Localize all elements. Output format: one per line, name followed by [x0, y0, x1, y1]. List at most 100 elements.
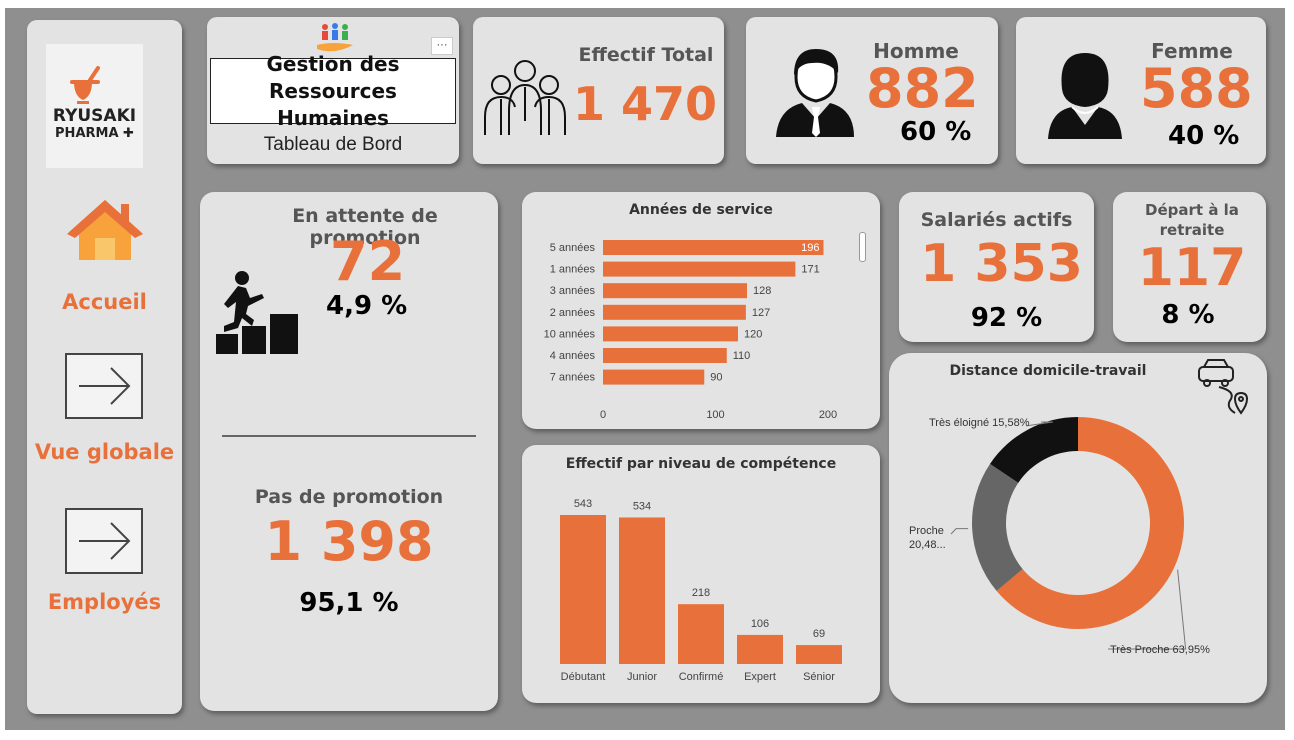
nav-employes[interactable]: Employés — [47, 590, 162, 614]
group-people-icon — [484, 60, 566, 135]
kpi-effectif-total: Effectif Total 1 470 — [473, 17, 724, 164]
kpi-femme-pct: 40 % — [1168, 121, 1240, 151]
promotion-card: En attente de promotion 72 4,9 % Pas de … — [200, 192, 498, 711]
bar-value-label: 218 — [692, 587, 710, 599]
bar — [603, 369, 705, 385]
header-card: ··· Gestion des Ressources Humaines Tabl… — [207, 17, 459, 164]
kpi-femme-value: 588 — [1140, 57, 1253, 120]
kpi-actifs-title: Salariés actifs — [920, 209, 1073, 231]
kpi-attente-pct: 4,9 % — [326, 291, 408, 321]
people-hand-icon — [317, 23, 353, 52]
logo-line2: PHARMA ✚ — [55, 126, 134, 141]
chart-competence: Effectif par niveau de compétence 543 Déb… — [522, 445, 880, 703]
donut-slice — [996, 417, 1184, 629]
bar — [737, 634, 783, 664]
bar-category-label: 3 années — [550, 285, 596, 297]
kpi-femme: Femme 588 40 % — [1016, 17, 1266, 164]
bar-value-label: 110 — [733, 350, 751, 362]
nav-accueil[interactable]: Accueil — [62, 290, 147, 314]
bar-value-label: 106 — [751, 618, 769, 630]
kpi-attente-title: En attente de promotion — [292, 205, 438, 249]
chart-annees-svg: 5 années 196 1 années 171 3 années 128 2 année… — [544, 240, 837, 421]
bar — [603, 326, 738, 342]
bar — [603, 348, 727, 363]
kpi-depart-retraite: Départ à la retraite 117 8 % — [1113, 192, 1266, 342]
kpi-pas-promo-pct: 95,1 % — [299, 588, 399, 618]
mortar-pestle-icon — [70, 66, 100, 104]
x-tick-label: 200 — [819, 409, 837, 421]
chart-distance: Distance domicile-travail Très Proche 63… — [889, 353, 1267, 703]
kpi-attente-value: 72 — [330, 230, 406, 293]
more-options-button[interactable]: ··· — [431, 37, 453, 55]
slice-label: Très éloigné 15,58% — [929, 417, 1030, 429]
bar-category-label: Expert — [744, 671, 776, 683]
bar-category-label: 5 années — [550, 242, 596, 254]
bar-value-label: 128 — [753, 285, 771, 297]
chart-distance-svg: Très Proche 63,95% Proche 20,48... Très élo… — [909, 417, 1210, 656]
plus-icon: ✚ — [123, 126, 134, 141]
x-tick-label: 0 — [600, 409, 606, 421]
bar-category-label: 10 années — [544, 328, 596, 340]
house-icon[interactable] — [65, 196, 145, 266]
header-title-text: Gestion des Ressources Humaines — [266, 51, 400, 130]
kpi-salaries-actifs: Salariés actifs 1 353 92 % — [899, 192, 1094, 342]
chart-scrollbar[interactable] — [859, 232, 866, 262]
kpi-pas-promo-title: Pas de promotion — [254, 486, 444, 508]
nav-vue-globale[interactable]: Vue globale — [34, 440, 175, 464]
donut-slice — [972, 463, 1023, 591]
arrow-right-icon — [79, 522, 131, 560]
x-tick-label: 100 — [706, 409, 724, 421]
bar-category-label: 2 années — [550, 307, 596, 319]
kpi-total-title: Effectif Total — [578, 44, 714, 66]
kpi-femme-title: Femme — [1151, 39, 1233, 63]
bar-value-label: 127 — [752, 307, 770, 319]
bar-value-label: 196 — [801, 242, 819, 254]
bar-category-label: Sénior — [803, 671, 835, 683]
bar-value-label: 69 — [813, 628, 825, 640]
header-subtitle: Tableau de Bord — [263, 134, 403, 155]
bar-category-label: 1 années — [550, 264, 596, 276]
bar-value-label: 543 — [574, 498, 592, 510]
slice-label: Très Proche 63,95% — [1110, 644, 1210, 656]
kpi-homme: Homme 882 60 % — [746, 17, 998, 164]
chart-competence-title: Effectif par niveau de compétence — [565, 456, 837, 472]
bar — [603, 283, 747, 299]
kpi-actifs-value: 1 353 — [920, 234, 1083, 294]
header-title: Gestion des Ressources Humaines — [210, 52, 456, 130]
stairs-climber-icon — [216, 271, 298, 354]
kpi-homme-pct: 60 % — [900, 117, 972, 147]
female-avatar-icon — [1048, 53, 1122, 139]
donut-slice — [990, 417, 1078, 483]
kpi-retraite-pct: 8 % — [1161, 300, 1215, 330]
bar — [560, 515, 606, 664]
kpi-actifs-pct: 92 % — [970, 303, 1043, 333]
kpi-retraite-title: Départ à la retraite — [1145, 201, 1239, 239]
bar — [619, 517, 665, 664]
bar-value-label: 534 — [633, 500, 651, 512]
kpi-retraite-value: 117 — [1137, 238, 1247, 298]
bar-category-label: 7 années — [550, 372, 596, 384]
slice-value-label: 20,48... — [909, 539, 946, 551]
chart-annees-title: Années de service — [629, 202, 773, 218]
bar-category-label: Débutant — [561, 671, 606, 683]
kpi-homme-title: Homme — [873, 39, 959, 63]
leader-line — [1108, 569, 1187, 650]
bar-value-label: 90 — [710, 372, 722, 384]
arrow-right-icon — [79, 367, 131, 405]
leader-line — [1026, 421, 1054, 427]
bar — [678, 604, 724, 664]
bar-value-label: 171 — [801, 264, 819, 276]
bar — [796, 645, 842, 664]
slice-label: Proche — [909, 525, 944, 537]
car-location-icon — [1198, 359, 1249, 415]
logo-line1: RYUSAKI — [52, 106, 137, 126]
bar-category-label: 4 années — [550, 350, 596, 362]
section-divider — [222, 435, 476, 437]
nav-vue-globale-button[interactable] — [65, 353, 143, 419]
male-avatar-icon — [776, 49, 854, 137]
nav-employes-button[interactable] — [65, 508, 143, 574]
chart-distance-title: Distance domicile-travail — [949, 363, 1147, 379]
bar-value-label: 120 — [744, 328, 762, 340]
kpi-pas-promo-value: 1 398 — [264, 510, 434, 573]
bar — [603, 304, 746, 320]
